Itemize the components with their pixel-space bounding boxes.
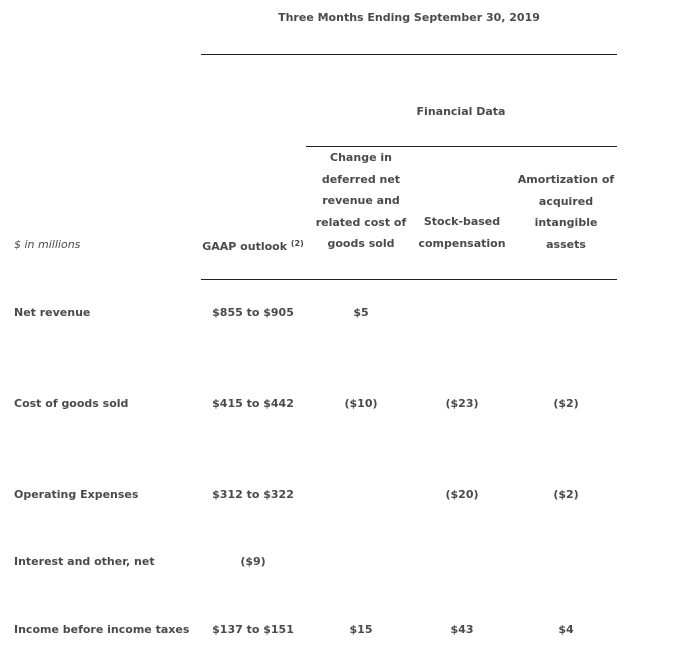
table-cell: $137 to $151 — [212, 623, 294, 636]
table-cell: $43 — [450, 623, 474, 636]
table-cell: ($20) — [445, 488, 479, 501]
header-line: related cost of — [315, 215, 407, 229]
header-line: acquired — [538, 194, 594, 208]
table-cell: ($2) — [553, 397, 579, 410]
group-header: Financial Data — [416, 105, 506, 118]
column-header-label: GAAP outlook — [202, 240, 288, 253]
divider — [201, 54, 617, 55]
divider — [306, 146, 617, 147]
table-cell: $4 — [558, 623, 574, 636]
header-line: revenue and — [322, 194, 400, 207]
table-cell: ($23) — [445, 397, 479, 410]
header-line: deferred net — [321, 172, 401, 186]
divider — [201, 279, 617, 280]
row-label: Interest and other, net — [14, 555, 155, 568]
header-line: compensation — [418, 236, 506, 250]
table-cell: ($2) — [553, 488, 579, 501]
units-label: $ in millions — [14, 238, 81, 251]
header-line: assets — [546, 237, 586, 251]
header-line: Amortization of — [517, 173, 615, 186]
column-header-amortization: Amortization of acquired intangible asse… — [518, 169, 614, 255]
column-header-stock: Stock-based compensation — [418, 211, 505, 254]
table-cell: $415 to $442 — [212, 397, 294, 410]
row-label: Income before income taxes — [14, 623, 190, 636]
row-label: Net revenue — [14, 306, 91, 319]
column-header-gaap: GAAP outlook (2) — [202, 237, 304, 254]
row-label: Operating Expenses — [14, 488, 139, 501]
column-header-deferred: Change in deferred net revenue and relat… — [316, 147, 407, 255]
table-cell: $15 — [349, 623, 373, 636]
header-line: intangible — [534, 216, 598, 229]
table-cell: ($9) — [240, 555, 266, 568]
table-cell: $5 — [353, 306, 369, 319]
footnote-marker: (2) — [290, 239, 304, 248]
header-line: Change in — [330, 151, 392, 164]
header-line: goods sold — [327, 237, 395, 250]
table-title: Three Months Ending September 30, 2019 — [278, 11, 540, 24]
header-line: Stock-based — [423, 215, 501, 228]
table-cell: $312 to $322 — [212, 488, 294, 501]
table-cell: $855 to $905 — [212, 306, 294, 319]
table-cell: ($10) — [344, 397, 378, 410]
row-label: Cost of goods sold — [14, 397, 129, 410]
